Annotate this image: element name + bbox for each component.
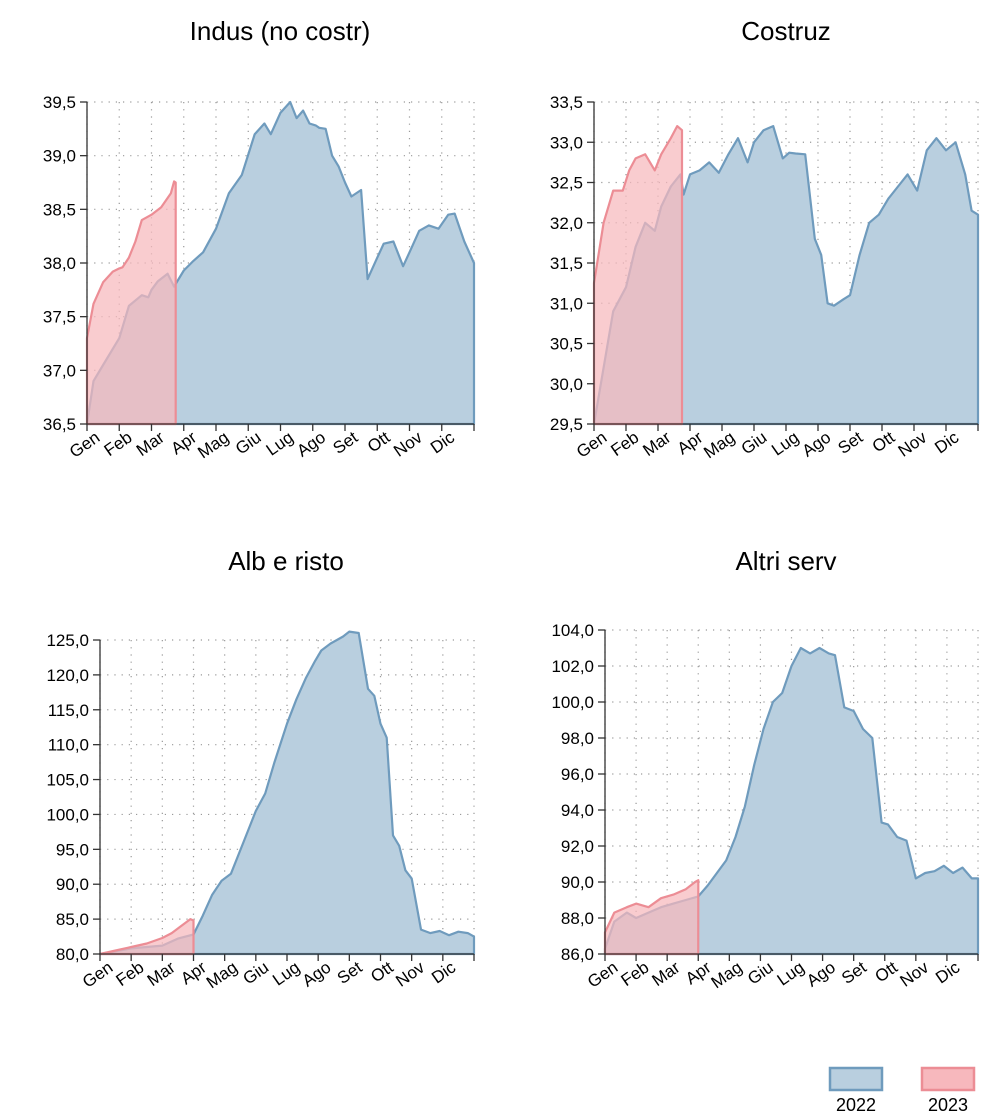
x-tick-label: Feb (617, 958, 652, 990)
x-tick-label: Ago (293, 428, 329, 461)
x-tick-label: Mar (144, 958, 179, 991)
chart-title: Indus (no costr) (190, 16, 371, 46)
legend-swatch-2023 (920, 1066, 976, 1092)
y-tick-label: 31,0 (550, 294, 583, 313)
x-tick-label: Set (838, 958, 870, 988)
x-tick-label: Ago (803, 958, 839, 991)
y-tick-label: 30,0 (550, 375, 583, 394)
x-tick-label: Mag (194, 428, 232, 463)
x-tick-label: Dic (931, 427, 962, 457)
y-tick-label: 105,0 (46, 771, 89, 790)
x-tick-label: Lug (263, 428, 297, 460)
x-tick-label: Ott (364, 428, 394, 457)
y-tick-label: 33,5 (550, 93, 583, 112)
y-tick-label: 37,0 (43, 361, 76, 380)
legend-swatch-2022 (828, 1066, 884, 1092)
x-tick-label: Dic (427, 427, 458, 457)
y-tick-label: 32,0 (550, 214, 583, 233)
series-area-2023 (603, 879, 700, 956)
x-tick-label: Lug (269, 958, 303, 990)
y-tick-label: 32,5 (550, 174, 583, 193)
y-tick-label: 38,0 (43, 254, 76, 273)
y-tick-label: 102,0 (551, 657, 594, 676)
legend-label-2022: 2022 (836, 1095, 876, 1115)
x-tick-label: Feb (607, 428, 642, 460)
series-area-2022 (98, 630, 476, 956)
y-tick-label: 85,0 (56, 910, 89, 929)
y-tick-label: 110,0 (48, 736, 89, 755)
y-tick-label: 94,0 (561, 801, 594, 820)
legend: 2022 2023 (828, 1066, 976, 1115)
chart-title: Alb e risto (228, 546, 344, 576)
x-tick-label: Ott (367, 958, 397, 987)
y-tick-label: 100,0 (46, 805, 89, 824)
y-tick-label: 29,5 (550, 415, 583, 434)
y-tick-label: 36,5 (43, 415, 76, 434)
x-tick-label: Set (834, 428, 866, 458)
x-tick-label: Feb (101, 428, 136, 460)
x-tick-label: Dic (932, 957, 963, 987)
x-tick-label: Apr (674, 428, 707, 459)
y-tick-label: 96,0 (561, 765, 594, 784)
y-tick-label: 37,5 (43, 308, 76, 327)
series-area-2023 (98, 918, 195, 956)
x-tick-label: Lug (768, 428, 802, 460)
x-tick-label: Nov (392, 957, 428, 990)
x-tick-label: Mag (203, 958, 241, 993)
x-tick-label: Set (329, 428, 361, 458)
chart-panel-4: Altri serv 86,0 88,0 90,0 92,0 94,0 96,0 98,0 10… (551, 546, 980, 993)
chart-panel-1: Indus (no costr) 36,5 37,0 37,5 38,0 38,5 39,0… (43, 16, 476, 463)
y-tick-label: 88,0 (561, 909, 594, 928)
y-tick-label: 90,0 (561, 873, 594, 892)
x-tick-label: Mar (133, 428, 168, 461)
x-tick-label: Giu (240, 958, 273, 989)
x-tick-label: Ott (869, 428, 899, 457)
x-tick-label: Set (334, 958, 366, 988)
x-tick-label: Lug (774, 958, 808, 990)
y-tick-label: 95,0 (56, 840, 89, 859)
y-tick-label: 39,5 (43, 93, 76, 112)
series-area-2023 (85, 180, 177, 426)
x-tick-label: Nov (895, 427, 931, 460)
chart-title: Altri serv (735, 546, 836, 576)
y-tick-label: 31,5 (550, 254, 583, 273)
x-tick-label: Mag (708, 958, 746, 993)
x-tick-label: Apr (177, 958, 210, 989)
y-tick-label: 90,0 (56, 875, 89, 894)
y-tick-label: 30,5 (550, 335, 583, 354)
x-tick-label: Mag (700, 428, 738, 463)
x-tick-label: Giu (744, 958, 777, 989)
x-tick-label: Giu (738, 428, 771, 459)
x-tick-label: Dic (428, 957, 459, 987)
legend-label-2023: 2023 (928, 1095, 968, 1115)
y-tick-label: 100,0 (551, 693, 594, 712)
y-tick-label: 86,0 (561, 945, 594, 964)
chart-title: Costruz (741, 16, 831, 46)
y-tick-label: 33,0 (550, 133, 583, 152)
x-tick-label: Giu (232, 428, 265, 459)
y-tick-label: 98,0 (561, 729, 594, 748)
chart-panel-2: Costruz 29,5 30,0 30,5 31,0 31,5 32,0 32,5 33,0 3… (550, 16, 980, 463)
x-tick-label: Apr (682, 958, 715, 989)
x-tick-label: Ago (299, 958, 335, 991)
y-tick-label: 120,0 (46, 666, 89, 685)
y-tick-label: 39,0 (43, 147, 76, 166)
y-tick-label: 104,0 (551, 621, 594, 640)
y-tick-label: 115,0 (48, 701, 89, 720)
x-tick-label: Nov (896, 957, 932, 990)
x-tick-label: Apr (167, 428, 200, 459)
y-tick-label: 92,0 (561, 837, 594, 856)
x-tick-label: Mar (639, 428, 674, 461)
x-tick-label: Nov (390, 427, 426, 460)
y-tick-label: 38,5 (43, 200, 76, 219)
x-tick-label: Ago (799, 428, 835, 461)
y-tick-label: 125,0 (46, 631, 89, 650)
chart-panel-3: Alb e risto 80,0 85,0 90,0 95,0 100,0 105,0 110… (46, 546, 476, 993)
x-tick-label: Mar (649, 958, 684, 991)
x-tick-label: Ott (872, 958, 902, 987)
y-tick-label: 80,0 (56, 945, 89, 964)
x-tick-label: Feb (113, 958, 148, 990)
series-area-2023 (592, 125, 684, 426)
